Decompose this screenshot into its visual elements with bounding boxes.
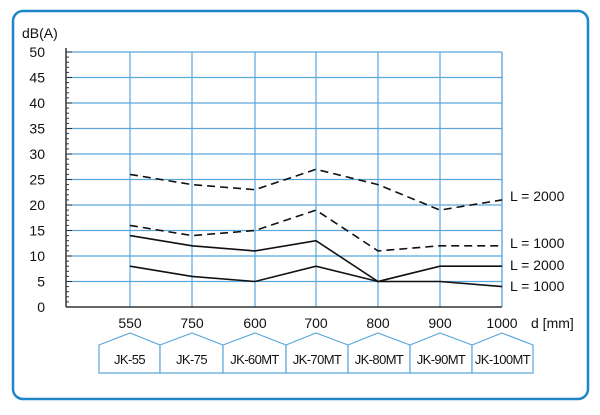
model-label: JK-90MT xyxy=(417,352,466,367)
series-label: L = 1000 xyxy=(510,235,565,251)
x-tick-label: 600 xyxy=(243,315,267,331)
y-tick-label: 5 xyxy=(37,274,45,290)
y-tick-label: 0 xyxy=(37,299,45,315)
model-box xyxy=(471,332,534,374)
model-label: JK-100MT xyxy=(475,352,531,367)
y-tick-label: 10 xyxy=(29,248,45,264)
y-tick-label: 30 xyxy=(29,146,45,162)
series-line-3-solid xyxy=(129,234,502,283)
y-tick-label: 50 xyxy=(29,44,45,60)
model-label: JK-55 xyxy=(114,352,145,367)
x-tick-label: 1000 xyxy=(486,315,517,331)
model-label: JK-80MT xyxy=(355,352,404,367)
y-tick-label: 15 xyxy=(29,223,45,239)
y-tick-label: 35 xyxy=(29,121,45,137)
series-line-2-dashed xyxy=(129,209,502,252)
y-tick-label: 25 xyxy=(29,172,45,188)
model-label: JK-60MT xyxy=(230,352,279,367)
y-tick-label: 45 xyxy=(29,70,45,86)
model-label: JK-75 xyxy=(176,352,207,367)
x-axis-label: d [mm] xyxy=(531,315,574,331)
series-label: L = 1000 xyxy=(510,278,565,294)
y-tick-label: 40 xyxy=(29,95,45,111)
x-tick-label: 750 xyxy=(180,315,204,331)
x-tick-label: 700 xyxy=(304,315,328,331)
x-tick-label: 550 xyxy=(118,315,142,331)
y-tick-label: 20 xyxy=(29,197,45,213)
series-label: L = 2000 xyxy=(510,257,565,273)
model-label: JK-70MT xyxy=(293,352,342,367)
series-label: L = 2000 xyxy=(510,188,565,204)
x-tick-label: 900 xyxy=(428,315,452,331)
series-line-4-solid xyxy=(129,265,503,288)
x-tick-label: 800 xyxy=(366,315,390,331)
y-axis-label: dB(A) xyxy=(22,25,58,41)
